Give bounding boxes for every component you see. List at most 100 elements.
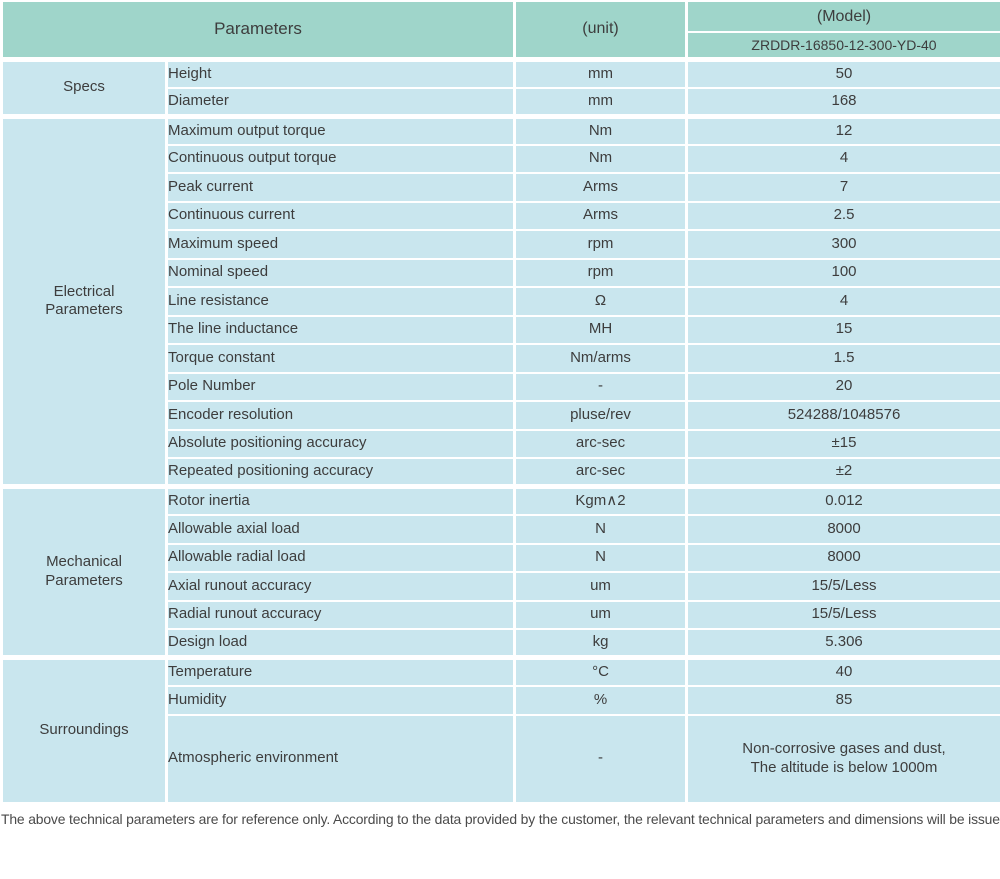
table-row: Specs Height mm 50 bbox=[0, 56, 1000, 117]
param-name: Pole Number bbox=[165, 371, 516, 402]
param-unit: um bbox=[513, 571, 688, 602]
table-row: Radial runout accuracy um 15/5/Less bbox=[2, 599, 1000, 630]
param-value: 4 bbox=[685, 286, 1000, 317]
param-name: Encoder resolution bbox=[165, 400, 516, 431]
param-value: 85 bbox=[685, 685, 1000, 716]
param-value: ±2 bbox=[685, 457, 1000, 488]
param-name: Rotor inertia bbox=[165, 484, 516, 516]
param-name: Radial runout accuracy bbox=[165, 599, 516, 630]
param-name: Line resistance bbox=[165, 286, 516, 317]
param-unit: mm bbox=[513, 86, 688, 117]
table-row: Electrical Parameters Maximum output tor… bbox=[0, 113, 1000, 488]
table-row: Atmospheric environment - Non-corrosive … bbox=[2, 713, 1000, 804]
param-unit: pluse/rev bbox=[513, 400, 688, 431]
table-row: Continuous output torque Nm 4 bbox=[2, 143, 1000, 174]
param-value: 300 bbox=[685, 229, 1000, 260]
group-label-electrical: Electrical Parameters bbox=[0, 113, 168, 488]
param-name: Maximum speed bbox=[165, 229, 516, 260]
param-unit: N bbox=[513, 514, 688, 545]
param-name: Allowable axial load bbox=[165, 514, 516, 545]
param-name: Absolute positioning accuracy bbox=[165, 428, 516, 459]
param-unit: - bbox=[513, 371, 688, 402]
param-name: Maximum output torque bbox=[165, 113, 516, 146]
param-value: 8000 bbox=[685, 514, 1000, 545]
table-row: Pole Number - 20 bbox=[2, 371, 1000, 402]
param-name: Torque constant bbox=[165, 343, 516, 374]
param-name: Height bbox=[165, 56, 516, 89]
param-name: The line inductance bbox=[165, 314, 516, 345]
unit-column-header: (unit) bbox=[513, 0, 688, 60]
table-row: Surroundings Temperature °C 40 bbox=[0, 655, 1000, 804]
param-unit: % bbox=[513, 685, 688, 716]
group-label-surroundings: Surroundings bbox=[0, 655, 168, 804]
param-name: Continuous output torque bbox=[165, 143, 516, 174]
param-unit: rpm bbox=[513, 229, 688, 260]
table-row: Repeated positioning accuracy arc-sec ±2 bbox=[2, 457, 1000, 488]
param-name: Humidity bbox=[165, 685, 516, 716]
param-value: 1.5 bbox=[685, 343, 1000, 374]
param-value: 524288/1048576 bbox=[685, 400, 1000, 431]
param-value: 15/5/Less bbox=[685, 599, 1000, 630]
table-row: Maximum speed rpm 300 bbox=[2, 229, 1000, 260]
param-value: 168 bbox=[685, 86, 1000, 117]
param-name: Continuous current bbox=[165, 200, 516, 231]
param-unit: Ω bbox=[513, 286, 688, 317]
param-name: Repeated positioning accuracy bbox=[165, 457, 516, 488]
param-name: Atmospheric environment bbox=[165, 713, 516, 804]
param-value: 0.012 bbox=[685, 484, 1000, 516]
param-unit: arc-sec bbox=[513, 428, 688, 459]
param-unit: Arms bbox=[513, 200, 688, 231]
param-value: ±15 bbox=[685, 428, 1000, 459]
param-unit: um bbox=[513, 599, 688, 630]
param-value: 20 bbox=[685, 371, 1000, 402]
param-value: 100 bbox=[685, 257, 1000, 288]
param-unit: Arms bbox=[513, 172, 688, 203]
param-unit: Nm/arms bbox=[513, 343, 688, 374]
param-value: 7 bbox=[685, 172, 1000, 203]
param-unit: MH bbox=[513, 314, 688, 345]
table-row: Allowable axial load N 8000 bbox=[2, 514, 1000, 545]
param-unit: Nm bbox=[513, 143, 688, 174]
group-label-mechanical: Mechanical Parameters bbox=[0, 484, 168, 659]
param-name: Design load bbox=[165, 628, 516, 659]
table-row: Design load kg 5.306 bbox=[2, 628, 1000, 659]
param-value: 12 bbox=[685, 113, 1000, 146]
table-row: Humidity % 85 bbox=[2, 685, 1000, 716]
model-column-header: (Model) bbox=[685, 0, 1000, 34]
group-label-specs: Specs bbox=[0, 56, 168, 117]
table-row: Axial runout accuracy um 15/5/Less bbox=[2, 571, 1000, 602]
param-unit: arc-sec bbox=[513, 457, 688, 488]
param-value: 40 bbox=[685, 655, 1000, 687]
parameters-table: Parameters (unit) (Model) ZRDDR-16850-12… bbox=[0, 0, 1000, 804]
param-unit: N bbox=[513, 542, 688, 573]
parameters-column-header: Parameters bbox=[0, 0, 516, 60]
param-name: Temperature bbox=[165, 655, 516, 687]
model-number: ZRDDR-16850-12-300-YD-40 bbox=[685, 31, 1000, 60]
spec-sheet: Parameters (unit) (Model) ZRDDR-16850-12… bbox=[0, 0, 1000, 827]
param-value: 50 bbox=[685, 56, 1000, 89]
table-row: Continuous current Arms 2.5 bbox=[2, 200, 1000, 231]
param-unit: °C bbox=[513, 655, 688, 687]
param-unit: kg bbox=[513, 628, 688, 659]
param-name: Allowable radial load bbox=[165, 542, 516, 573]
param-unit: - bbox=[513, 713, 688, 804]
param-unit: Nm bbox=[513, 113, 688, 146]
table-row: Encoder resolution pluse/rev 524288/1048… bbox=[2, 400, 1000, 431]
param-value: 15 bbox=[685, 314, 1000, 345]
param-name: Peak current bbox=[165, 172, 516, 203]
table-row: Allowable radial load N 8000 bbox=[2, 542, 1000, 573]
table-row: Nominal speed rpm 100 bbox=[2, 257, 1000, 288]
param-unit: Kgm∧2 bbox=[513, 484, 688, 516]
footer-note: The above technical parameters are for r… bbox=[1, 810, 1000, 827]
param-value: 2.5 bbox=[685, 200, 1000, 231]
param-unit: rpm bbox=[513, 257, 688, 288]
param-value: 15/5/Less bbox=[685, 571, 1000, 602]
param-name: Axial runout accuracy bbox=[165, 571, 516, 602]
param-value: 4 bbox=[685, 143, 1000, 174]
param-name: Nominal speed bbox=[165, 257, 516, 288]
param-name: Diameter bbox=[165, 86, 516, 117]
table-row: Mechanical Parameters Rotor inertia Kgm∧… bbox=[0, 484, 1000, 659]
param-value: 8000 bbox=[685, 542, 1000, 573]
param-unit: mm bbox=[513, 56, 688, 89]
param-value: Non-corrosive gases and dust, The altitu… bbox=[685, 713, 1000, 804]
